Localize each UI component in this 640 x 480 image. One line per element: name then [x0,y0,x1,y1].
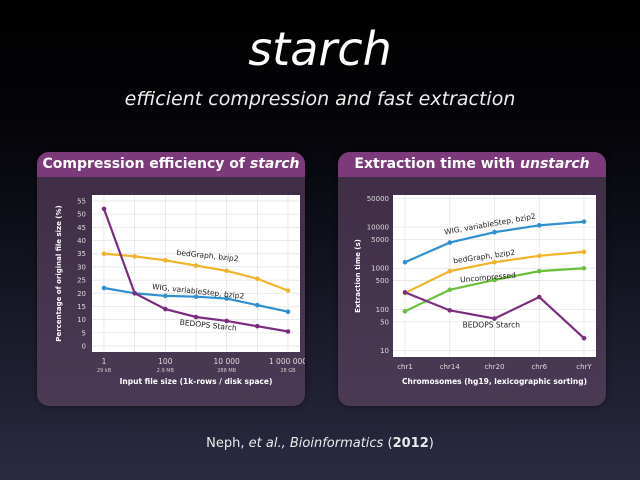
data-point [224,296,229,301]
y-tick-label: 55 [77,198,86,206]
y-tick-label: 10 [77,316,86,324]
y-tick-label: 10000 [367,224,389,232]
data-point [163,293,168,299]
x-tick-label: 1 [102,357,107,366]
y-tick-label: 15 [77,303,86,311]
slide-title: starch [248,22,392,76]
y-tick-label: 40 [77,237,86,245]
data-point [492,316,497,321]
x-tick-label: 10 000 [214,357,240,366]
data-point [581,335,587,341]
y-tick-label: 10 [380,347,389,355]
compression-panel: Compression efficiency of starch 0 5 10 15 2… [37,152,305,406]
y-axis-label: Percentage of original file size (%) [55,205,63,341]
extraction-panel: Extraction time with unstarch 10 50 100 500… [338,152,606,406]
x-tick-label: 1 000 000 [269,357,305,366]
data-point [536,268,542,274]
data-point [255,323,260,329]
extraction-title-text: Extraction time with [354,156,521,172]
y-tick-label: 50 [77,211,86,219]
extraction-title-em: unstarch [520,156,590,172]
data-point [255,302,260,308]
data-point [193,294,199,299]
data-point [581,249,587,255]
x-tick-sublabel: 288 MB [217,368,236,374]
data-point [285,309,291,315]
data-point [163,258,168,263]
data-point [492,229,497,235]
x-tick-sublabel: 2.9 MB [157,368,175,374]
y-tick-label: 25 [77,277,86,285]
compression-title-text: Compression efficiency of [42,156,250,172]
data-point [224,268,229,274]
y-tick-label: 500 [376,277,389,285]
data-point [402,309,408,314]
data-point [492,277,497,283]
data-point [224,318,229,324]
x-tick-label: chrY [576,363,592,371]
y-tick-label: 1000 [371,265,389,273]
x-tick-label: chr1 [397,363,413,371]
x-tick-label: 100 [158,357,173,366]
data-point [447,308,453,313]
citation: Neph, et al., Bioinformatics (2012) [0,436,640,451]
data-point [447,240,453,245]
data-point [132,254,137,259]
citation-journal: Bioinformatics [289,436,384,451]
citation-close: ) [428,436,434,451]
extraction-panel-title: Extraction time with unstarch [338,152,606,177]
citation-open: ( [383,436,393,451]
y-tick-label: 0 [82,343,86,351]
extraction-chart: 10 50 100 500 1000 5000 10000 50000 chr1 chr14 chr… [354,195,596,386]
y-tick-label: 100 [376,306,389,314]
data-point [536,253,542,259]
data-point [285,329,291,334]
y-tick-label: 35 [77,250,86,258]
data-point [536,223,542,228]
data-point [132,290,137,296]
y-tick-label: 45 [77,224,86,232]
y-tick-label: 30 [77,263,86,271]
x-axis-label: Input file size (1k-rows / disk space) [120,377,273,386]
data-point [285,288,291,293]
y-tick-label: 20 [77,290,86,298]
series-label: BEDOPS Starch [463,321,521,330]
y-tick-label: 5 [82,329,86,337]
data-point [255,276,260,282]
x-tick-label: chr14 [440,363,461,371]
data-point [402,259,408,265]
data-point [581,219,587,224]
x-axis-label: Chromosomes (hg19, lexicographic sorting… [402,377,587,386]
compression-panel-title: Compression efficiency of starch [37,152,305,177]
data-point [163,306,168,312]
slide-subtitle: efficient compression and fast extractio… [124,88,516,110]
x-tick-label: chr6 [531,363,547,371]
data-point [447,287,453,293]
data-point [101,206,107,212]
y-tick-label: 50 [380,318,389,326]
compression-title-em: starch [249,156,300,172]
data-point [193,263,199,268]
y-tick-label: 5000 [371,236,389,244]
data-point [536,294,542,300]
data-point [447,268,453,274]
citation-author: Neph, [206,436,249,451]
data-point [101,285,107,291]
data-point [193,314,199,320]
x-tick-label: chr20 [484,363,504,371]
data-point [402,290,408,295]
x-tick-sublabel: 28 GB [280,368,296,374]
y-axis-label: Extraction time (s) [354,239,362,313]
x-tick-sublabel: 29 kB [97,368,112,374]
citation-etal: et al., [248,436,290,451]
data-point [581,265,587,271]
compression-chart: 0 5 10 15 20 25 30 35 40 45 50 55 1 29 kB 100 2.9 MB 10 … [55,195,305,386]
data-point [101,251,107,257]
y-tick-label: 50000 [367,195,389,203]
citation-year: 2012 [392,436,429,451]
data-point [492,259,497,265]
